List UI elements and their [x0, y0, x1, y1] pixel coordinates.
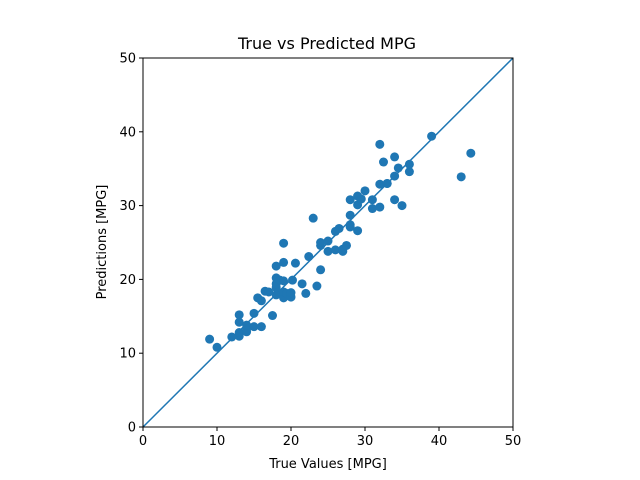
x-tick-label: 40: [431, 434, 448, 449]
data-point: [345, 220, 355, 230]
data-point: [456, 172, 466, 182]
data-point: [390, 171, 400, 181]
data-point: [393, 163, 403, 173]
data-point: [397, 201, 407, 211]
data-point: [342, 240, 351, 250]
data-point: [308, 213, 318, 223]
data-point: [375, 139, 385, 149]
data-point: [379, 157, 388, 167]
data-point: [353, 226, 363, 236]
data-point: [268, 311, 277, 321]
data-point: [367, 195, 377, 205]
data-point: [382, 178, 392, 188]
data-point: [271, 290, 281, 300]
data-point: [466, 148, 476, 158]
y-tick-label: 10: [119, 347, 136, 362]
data-point: [249, 308, 259, 318]
y-axis-label: Predictions [MPG]: [95, 185, 110, 300]
data-point: [227, 332, 237, 342]
data-point: [390, 152, 400, 162]
axis-ticks: 0 10 20 30 40 50 0 10 20 30 40 50: [119, 52, 521, 450]
data-point: [345, 195, 355, 205]
data-point: [297, 279, 307, 289]
data-point: [256, 296, 266, 306]
data-point: [301, 288, 311, 298]
x-tick-label: 10: [209, 434, 226, 449]
data-point: [264, 287, 274, 297]
data-point: [212, 342, 222, 352]
data-point: [323, 246, 333, 256]
data-point: [234, 317, 244, 327]
x-axis-label: True Values [MPG]: [268, 457, 387, 472]
x-tick-label: 30: [357, 434, 374, 449]
y-tick-label: 0: [128, 421, 136, 436]
data-point: [279, 276, 289, 286]
data-point: [345, 210, 355, 220]
y-tick-label: 20: [119, 273, 136, 288]
data-point: [390, 195, 400, 205]
x-tick-label: 0: [139, 434, 147, 449]
data-point: [290, 258, 300, 268]
y-tick-label: 30: [119, 199, 136, 214]
y-tick-label: 40: [119, 125, 136, 140]
data-point: [323, 236, 333, 246]
data-point: [316, 265, 326, 275]
data-point: [360, 186, 370, 196]
data-point: [427, 131, 437, 141]
chart-title: True vs Predicted MPG: [237, 34, 416, 53]
data-point: [234, 310, 244, 320]
plot-area: [142, 57, 514, 428]
data-point: [256, 322, 266, 332]
data-point: [404, 167, 414, 177]
data-point: [312, 281, 322, 291]
data-point: [242, 320, 252, 330]
axes-frame: [142, 57, 514, 428]
data-point: [279, 238, 289, 248]
data-point: [330, 245, 340, 255]
data-point: [334, 223, 344, 233]
data-point: [304, 252, 314, 262]
data-point: [404, 159, 414, 169]
x-tick-label: 20: [283, 434, 300, 449]
data-point: [249, 322, 259, 332]
data-point: [286, 288, 296, 298]
data-point: [316, 238, 326, 247]
data-point: [205, 334, 215, 344]
data-point: [279, 257, 289, 267]
x-tick-label: 50: [505, 434, 522, 449]
data-point: [287, 275, 297, 285]
data-point: [375, 202, 385, 212]
data-point: [271, 261, 281, 271]
y-tick-label: 50: [119, 52, 136, 67]
data-point: [356, 194, 366, 204]
data-point: [234, 328, 244, 338]
data-point: [367, 204, 377, 214]
data-point: [375, 179, 385, 189]
